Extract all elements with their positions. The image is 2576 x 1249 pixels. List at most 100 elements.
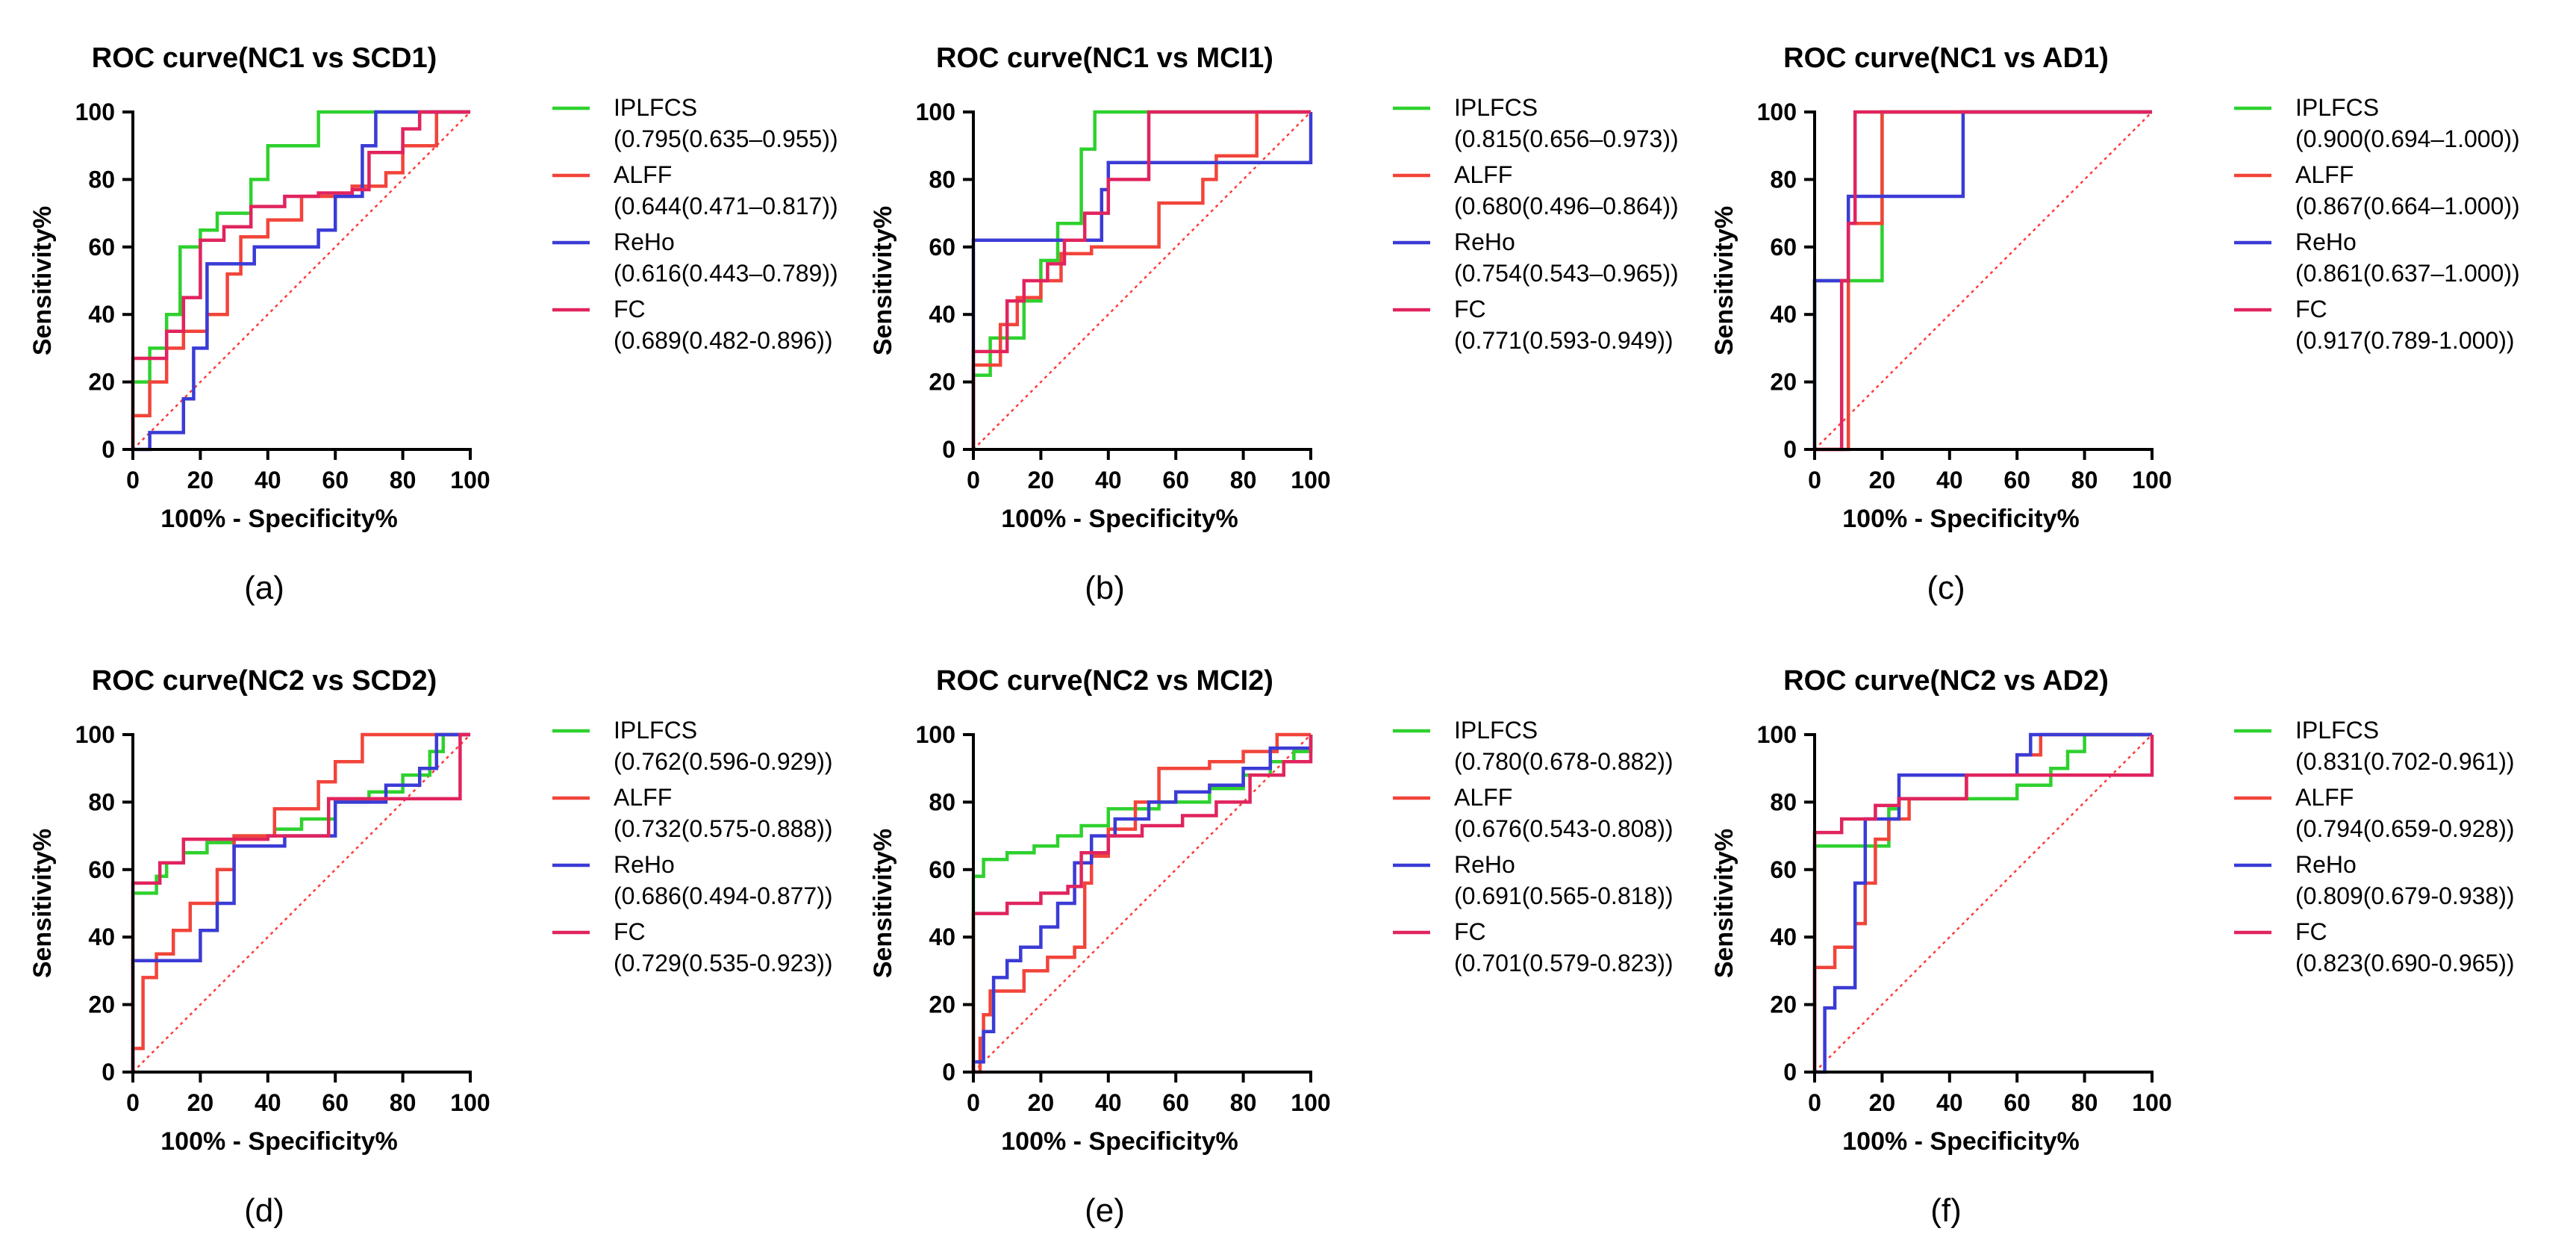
- roc-curve-alff: [973, 732, 1311, 1074]
- legend-auc: (0.616(0.443–0.789)): [614, 260, 838, 287]
- chart-title: ROC curve(NC2 vs MCI2): [936, 665, 1273, 697]
- x-tick-label: 40: [1095, 1089, 1122, 1116]
- x-tick-label: 80: [1230, 1089, 1257, 1116]
- y-tick-label: 20: [1770, 991, 1797, 1018]
- chart-title: ROC curve(NC1 vs SCD1): [92, 43, 437, 74]
- legend-auc: (0.831(0.702-0.961)): [2295, 748, 2515, 775]
- roc-curve-reho: [1815, 732, 2152, 1074]
- legend-name: ReHo: [2295, 228, 2357, 255]
- roc-panel-f: ROC curve(NC2 vs AD2) 0 20 40 60 80 100 0 20 40 60…: [1710, 665, 2515, 1229]
- legend-auc: (0.815(0.656–0.973)): [1454, 125, 1679, 152]
- legend-name: FC: [614, 296, 646, 323]
- legend-name: ALFF: [2295, 784, 2354, 811]
- legend-name: IPLFCS: [1454, 94, 1538, 121]
- x-tick-label: 0: [1808, 467, 1821, 493]
- x-axis-label: 100% - Specificity%: [160, 1127, 397, 1156]
- x-tick-label: 60: [322, 467, 349, 493]
- x-tick-label: 0: [967, 467, 980, 493]
- x-tick-label: 20: [1028, 1089, 1055, 1116]
- y-tick-label: 80: [88, 788, 115, 815]
- y-axis-label: Sensitivity%: [869, 206, 897, 355]
- x-tick-label: 80: [390, 467, 417, 493]
- reference-diagonal-line: [132, 111, 471, 450]
- chart-title: ROC curve(NC1 vs MCI1): [936, 43, 1273, 74]
- x-tick-label: 40: [255, 467, 281, 493]
- roc-curve-reho: [971, 112, 1313, 449]
- legend-auc: (0.900(0.694–1.000)): [2295, 125, 2520, 152]
- y-tick-label: 60: [88, 856, 115, 883]
- x-tick-label: 60: [1162, 467, 1189, 493]
- y-tick-label: 40: [88, 301, 115, 328]
- reference-diagonal-line: [1814, 111, 2153, 450]
- roc-curve-iplfcs: [971, 110, 1311, 449]
- y-tick-label: 60: [1770, 234, 1797, 261]
- x-tick-label: 20: [1869, 1089, 1896, 1116]
- legend-auc: (0.754(0.543–0.965)): [1454, 260, 1679, 287]
- legend-auc: (0.689(0.482-0.896)): [614, 327, 833, 354]
- legend-name: FC: [2295, 296, 2327, 323]
- reference-diagonal-line: [973, 111, 1312, 450]
- y-axis-label: Sensitivity%: [869, 829, 897, 978]
- x-tick-label: 0: [1808, 1089, 1821, 1116]
- x-axis-label: 100% - Specificity%: [1842, 1127, 2079, 1156]
- y-tick-label: 40: [929, 923, 955, 950]
- roc-curve-fc: [971, 735, 1313, 1072]
- legend-auc: (0.686(0.494-0.877)): [614, 882, 833, 909]
- roc-curve-alff: [131, 732, 470, 1072]
- legend-name: ReHo: [1454, 851, 1515, 878]
- legend-name: ReHo: [614, 228, 675, 255]
- roc-panel-e: ROC curve(NC2 vs MCI2) 0 20 40 60 80 100 0 20 40 6…: [869, 665, 1674, 1229]
- x-tick-label: 0: [126, 1089, 140, 1116]
- x-tick-label: 20: [1869, 467, 1896, 493]
- legend-auc: (0.861(0.637–1.000)): [2295, 260, 2520, 287]
- legend-auc: (0.917(0.789-1.000)): [2295, 327, 2515, 354]
- x-axis-label: 100% - Specificity%: [1001, 505, 1238, 533]
- y-axis-label: Sensitivity%: [28, 829, 57, 978]
- panel-label: (a): [244, 570, 284, 606]
- x-tick-label: 100: [2132, 467, 2171, 493]
- legend-auc: (0.823(0.690-0.965)): [2295, 950, 2515, 977]
- y-axis-label: Sensitivity%: [1710, 829, 1738, 978]
- legend-name: IPLFCS: [2295, 717, 2379, 744]
- legend-name: ALFF: [614, 784, 672, 811]
- roc-curve-reho: [131, 732, 470, 1072]
- chart-title: ROC curve(NC2 vs SCD2): [92, 665, 437, 697]
- y-tick-label: 20: [1770, 369, 1797, 396]
- roc-curve-fc: [131, 732, 470, 1072]
- y-tick-label: 60: [1770, 856, 1797, 883]
- x-tick-label: 60: [2003, 467, 2030, 493]
- y-tick-label: 80: [929, 788, 955, 815]
- legend-name: IPLFCS: [614, 94, 697, 121]
- y-tick-label: 60: [929, 856, 955, 883]
- legend-auc: (0.809(0.679-0.938)): [2295, 882, 2515, 909]
- legend-auc: (0.729(0.535-0.923)): [614, 950, 833, 977]
- x-tick-label: 80: [390, 1089, 417, 1116]
- legend-name: FC: [1454, 296, 1486, 323]
- y-axis-label: Sensitivity%: [28, 206, 57, 355]
- roc-curve-fc: [1815, 110, 2152, 452]
- y-tick-label: 60: [929, 234, 955, 261]
- x-tick-label: 40: [1936, 1089, 1963, 1116]
- y-tick-label: 80: [1770, 166, 1797, 193]
- reference-diagonal-line: [973, 734, 1312, 1073]
- legend-auc: (0.676(0.543-0.808)): [1454, 815, 1674, 842]
- legend-name: FC: [1454, 918, 1486, 945]
- y-tick-label: 0: [1783, 436, 1797, 463]
- x-tick-label: 40: [1936, 467, 1963, 493]
- legend-auc: (0.867(0.664–1.000)): [2295, 193, 2520, 219]
- y-tick-label: 100: [916, 721, 955, 748]
- legend-auc: (0.691(0.565-0.818)): [1454, 882, 1674, 909]
- panel-label: (d): [244, 1192, 284, 1229]
- x-tick-label: 100: [1291, 467, 1330, 493]
- legend-auc: (0.762(0.596-0.929)): [614, 748, 833, 775]
- x-tick-label: 100: [450, 467, 490, 493]
- y-tick-label: 80: [929, 166, 955, 193]
- y-tick-label: 0: [942, 436, 955, 463]
- x-tick-label: 40: [255, 1089, 281, 1116]
- x-tick-label: 20: [187, 467, 214, 493]
- roc-curve-fc: [1812, 735, 2154, 1072]
- x-axis-label: 100% - Specificity%: [1842, 505, 2079, 533]
- y-tick-label: 20: [929, 369, 955, 396]
- roc-curve-reho: [971, 735, 1313, 1072]
- legend-auc: (0.771(0.593-0.949)): [1454, 327, 1674, 354]
